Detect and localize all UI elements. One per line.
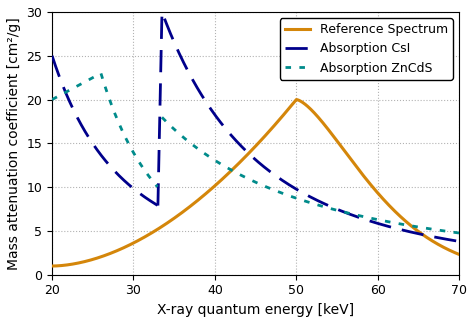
X-axis label: X-ray quantum energy [keV]: X-ray quantum energy [keV] (157, 303, 354, 317)
Legend: Reference Spectrum, Absorption CsI, Absorption ZnCdS: Reference Spectrum, Absorption CsI, Abso… (280, 18, 453, 80)
Y-axis label: Mass attenuation coefficient [cm²/g]: Mass attenuation coefficient [cm²/g] (7, 17, 21, 270)
